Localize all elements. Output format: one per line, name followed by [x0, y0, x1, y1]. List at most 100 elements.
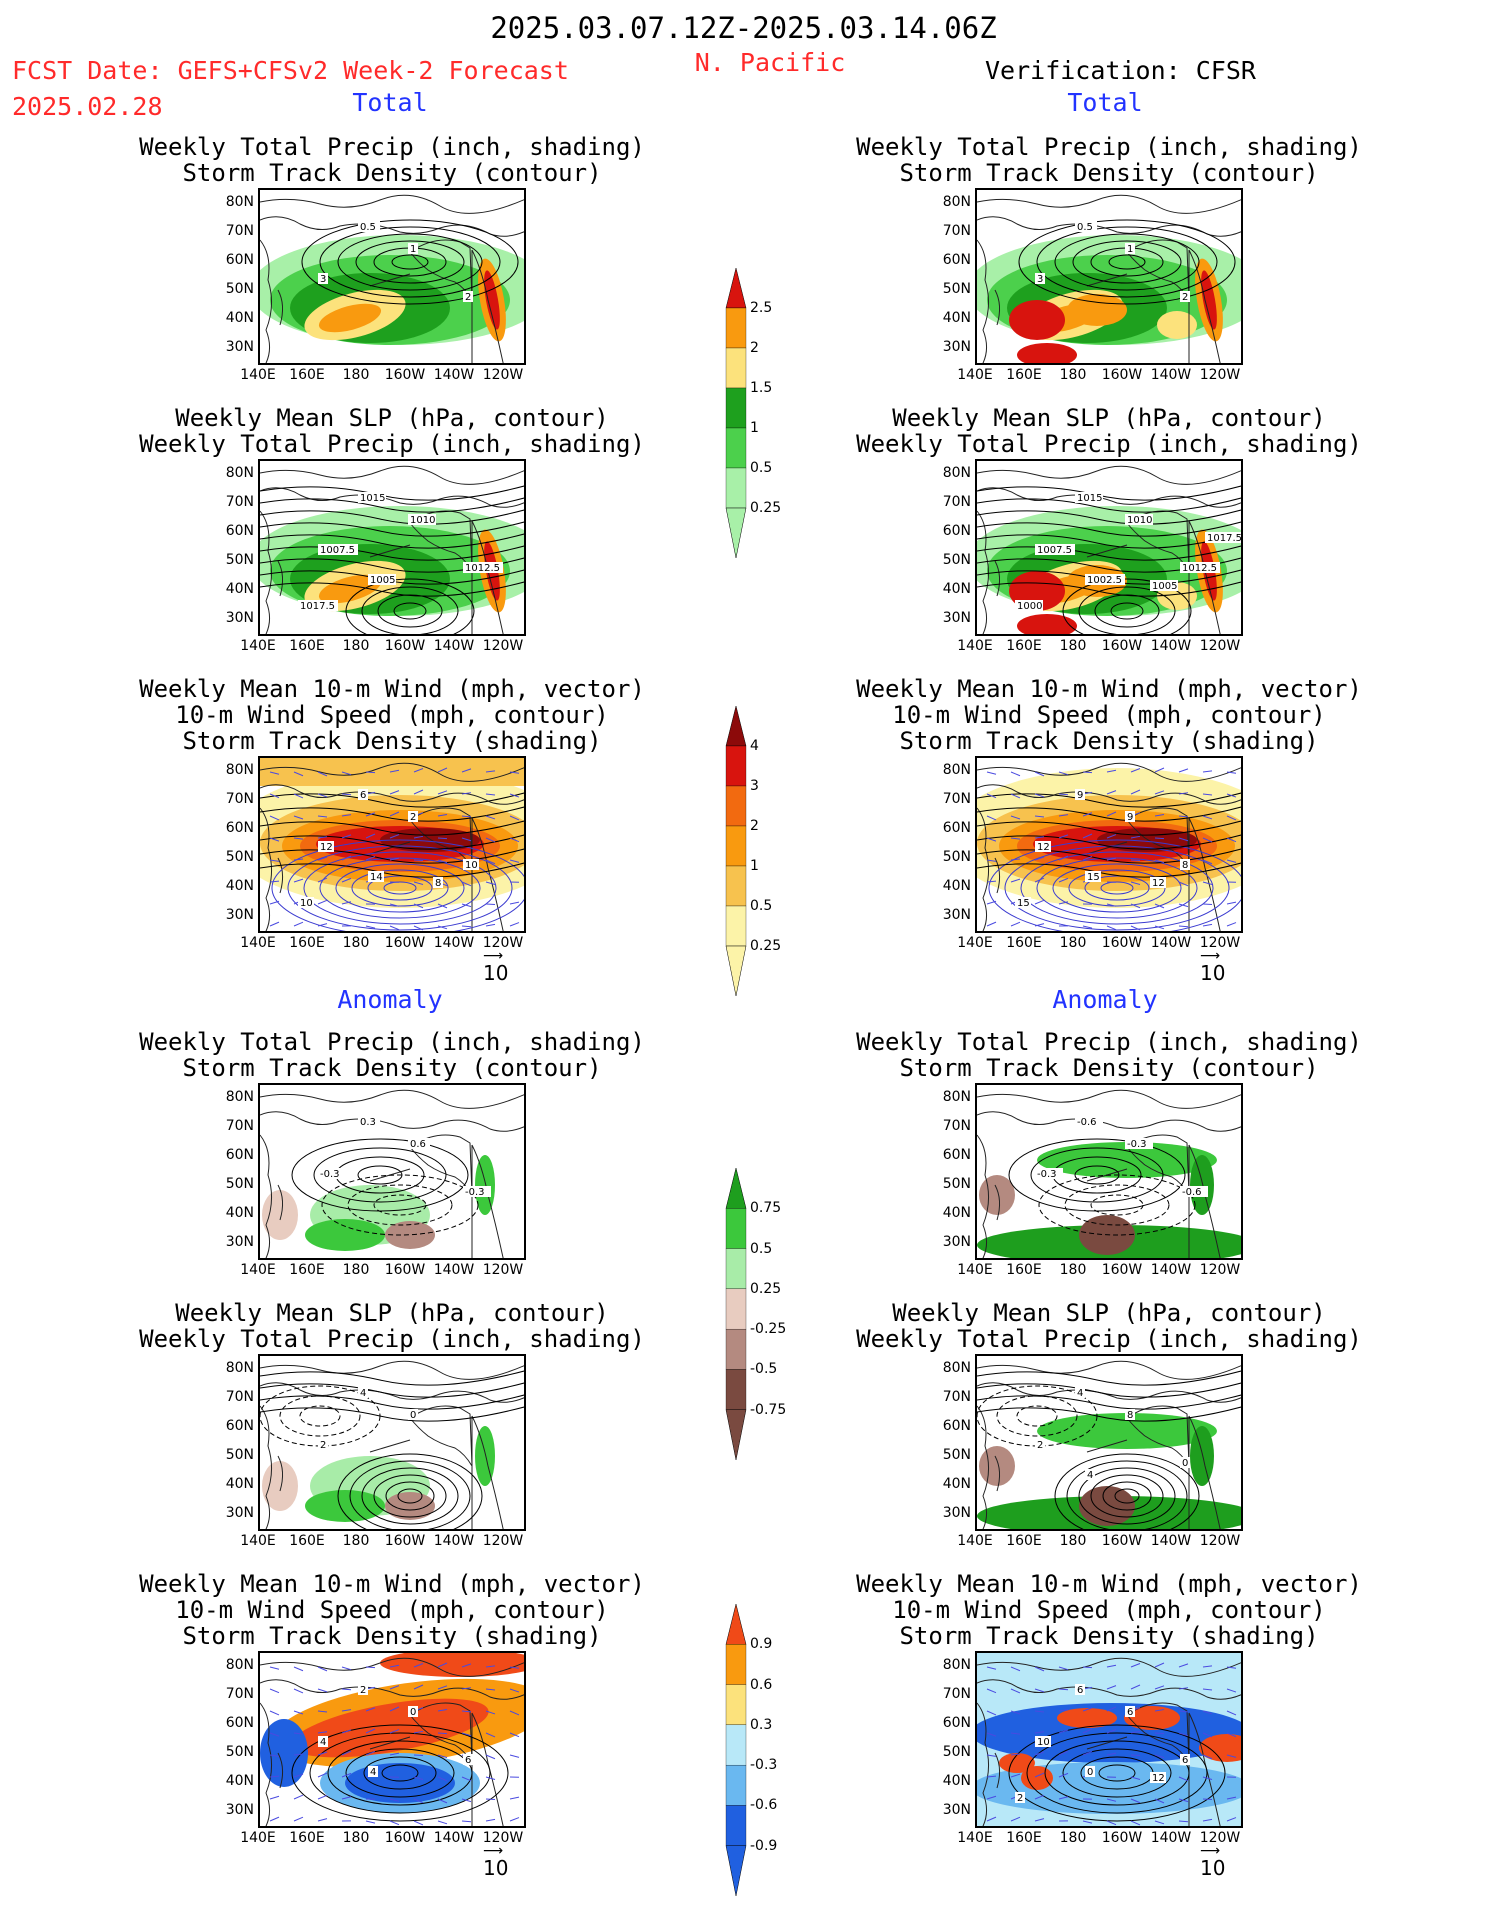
panel-title-line-fcst-wind_total: 10-m Wind Speed (mph, contour)	[175, 701, 609, 729]
colorbar-segment	[725, 1764, 747, 1806]
lon-tick-label: 160W	[1101, 1830, 1143, 1846]
lon-tick-label: 140W	[433, 935, 475, 951]
map-panel-verif-slp_total: 1015 1010 1007.5 1012.5 1002.5 1000 1005 1017.5	[975, 459, 1243, 636]
lon-tick-label: 180	[342, 1830, 370, 1846]
lon-tick-label: 140W	[433, 1262, 475, 1278]
contour-label: 0	[1087, 1767, 1093, 1778]
contour-label: 1010	[410, 515, 435, 526]
colorbar-label: 0.5	[750, 1240, 773, 1257]
colorbar-segment	[725, 865, 747, 907]
lon-tick-label: 160W	[384, 1262, 426, 1278]
wind-speed-contours	[988, 839, 1241, 931]
lon-tick-label: 120W	[1199, 1533, 1241, 1549]
lon-tick-label: 160W	[384, 1830, 426, 1846]
lat-tick-label: 70N	[942, 494, 971, 510]
slp-anom-low-contours	[1054, 1453, 1200, 1529]
lon-tick-label: 140E	[240, 1533, 276, 1549]
lon-tick-label: 160E	[289, 1262, 325, 1278]
lon-tick-label: 160E	[1006, 638, 1042, 654]
panel-title-line-fcst-slp_anom: Weekly Total Precip (inch, shading)	[139, 1325, 645, 1353]
colorbar-label: 0.25	[750, 938, 782, 954]
lon-tick-label: 120W	[482, 1830, 524, 1846]
panel-title-line-verif-wind_total: Storm Track Density (shading)	[899, 727, 1319, 755]
lat-tick-label: 30N	[225, 1234, 254, 1250]
lat-tick-label: 40N	[942, 1205, 971, 1221]
storm-track-contours	[301, 219, 519, 305]
slp-high-contours	[345, 578, 475, 634]
contour-label: 8	[1127, 1410, 1133, 1421]
lat-tick-label: 40N	[942, 878, 971, 894]
track-anom-shade	[1057, 1708, 1117, 1728]
lat-tick-label: 40N	[942, 310, 971, 326]
lat-tick-label: 50N	[942, 1176, 971, 1192]
lat-tick-label: 40N	[942, 1476, 971, 1492]
lat-tick-label: 80N	[942, 762, 971, 778]
colorbar-segment	[725, 387, 747, 429]
coastline	[260, 1360, 524, 1529]
lat-tick-label: 70N	[942, 1389, 971, 1405]
colorbar-label: -0.9	[750, 1837, 778, 1854]
lat-tick-label: 80N	[225, 1657, 254, 1673]
lon-tick-label: 180	[1059, 638, 1087, 654]
panel-title-line-fcst-precip_anom: Weekly Total Precip (inch, shading)	[139, 1028, 645, 1056]
colorbar-segment	[725, 507, 747, 559]
precip-anom-shade	[1190, 1155, 1214, 1215]
lat-tick-label: 50N	[225, 1744, 254, 1760]
lon-tick-label: 160E	[289, 1533, 325, 1549]
contour-label: -0.3	[1127, 1139, 1147, 1150]
lon-tick-label: 160W	[1101, 935, 1143, 951]
colorbar-label: 1	[750, 858, 759, 874]
track-anom-shade	[260, 1719, 308, 1787]
panel-title-line-fcst-precip_anom: Storm Track Density (contour)	[182, 1054, 602, 1082]
date-range-title: 2025.03.07.12Z-2025.03.14.06Z	[490, 11, 997, 45]
lat-tick-label: 80N	[942, 1657, 971, 1673]
colorbar-label: 2	[750, 818, 759, 834]
contour-label: 1017.5	[300, 601, 335, 612]
map-plot: 0.3 0.6 -0.3 -0.3	[260, 1089, 524, 1258]
precip-shade	[484, 270, 500, 330]
colorbar-segment	[725, 785, 747, 827]
coastline	[977, 762, 1241, 931]
lon-tick-label: 120W	[482, 1533, 524, 1549]
precip-anom-shade	[305, 1490, 385, 1522]
lat-tick-label: 70N	[942, 223, 971, 239]
colorbar-label: 0.25	[750, 500, 782, 516]
colorbar-segment	[725, 745, 747, 787]
lon-tick-label: 180	[1059, 367, 1087, 383]
contour-label: 0	[410, 1410, 416, 1421]
lon-tick-label: 140W	[433, 638, 475, 654]
colorbar-label: -0.25	[750, 1321, 787, 1338]
panel-title-line-verif-slp_total: Weekly Mean SLP (hPa, contour)	[892, 404, 1326, 432]
panel-title-line-verif-wind_total: 10-m Wind Speed (mph, contour)	[892, 701, 1326, 729]
map-panel-fcst-slp_total: 1015 1010 1007.5 1012.5 1005 1017.5	[258, 459, 526, 636]
contour-label: 10	[1037, 1737, 1050, 1748]
colorbar-segment	[725, 347, 747, 389]
contour-label: -0.3	[465, 1187, 485, 1198]
lat-tick-label: 50N	[225, 849, 254, 865]
lat-tick-label: 40N	[225, 581, 254, 597]
precip-shade	[318, 303, 382, 333]
panel-title-line-fcst-slp_anom: Weekly Mean SLP (hPa, contour)	[175, 1299, 609, 1327]
vector-reference: ⟶ 10	[483, 948, 509, 985]
panel-title-line-fcst-wind_anom: Storm Track Density (shading)	[182, 1622, 602, 1650]
track-anom-shade	[1021, 1766, 1053, 1790]
colorbar-label: 2.5	[750, 300, 773, 316]
lon-tick-label: 180	[1059, 935, 1087, 951]
colorbar-label: 4	[750, 738, 759, 754]
lat-tick-label: 70N	[942, 1118, 971, 1134]
lat-tick-label: 60N	[225, 1147, 254, 1163]
lon-tick-label: 140E	[240, 1262, 276, 1278]
contour-label: 0.5	[360, 222, 376, 233]
lon-tick-label: 160W	[384, 935, 426, 951]
lon-tick-label: 140W	[1150, 367, 1192, 383]
colorbar-segment	[725, 1644, 747, 1685]
lat-tick-label: 30N	[225, 610, 254, 626]
lon-tick-label: 120W	[482, 638, 524, 654]
precip-anom-shade	[475, 1155, 495, 1215]
panel-title-line-verif-precip_total: Storm Track Density (contour)	[899, 159, 1319, 187]
lon-tick-label: 160W	[384, 638, 426, 654]
lon-tick-label: 140W	[1150, 1830, 1192, 1846]
contour-label: 2	[1017, 1793, 1023, 1804]
section-total-left: Total	[352, 88, 428, 117]
lat-tick-label: 40N	[225, 1773, 254, 1789]
